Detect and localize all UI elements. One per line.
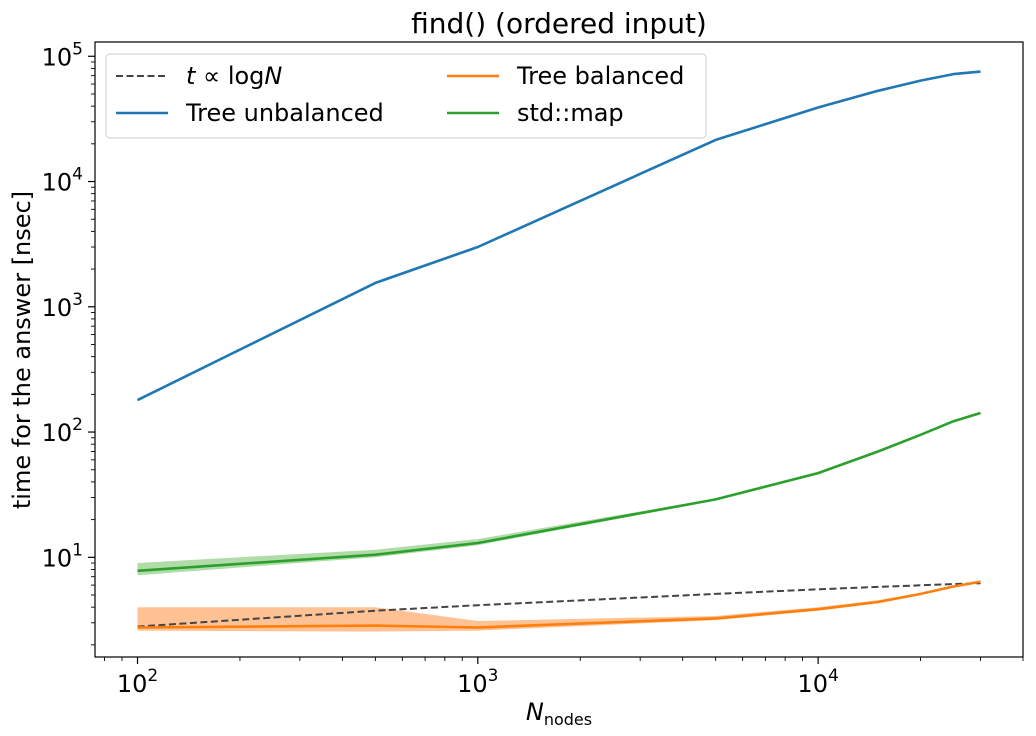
band-std-map: [137, 412, 981, 576]
series-line-tree-balanced: [137, 580, 981, 629]
y-tick-label: 101: [42, 540, 83, 572]
legend-box: [105, 53, 707, 139]
x-tick-label: 103: [457, 666, 498, 698]
y-tick-label: 104: [42, 165, 83, 197]
legend-label: Tree balanced: [516, 62, 684, 90]
y-tick-label: 102: [42, 415, 83, 447]
x-axis-label-sub: nodes: [544, 710, 592, 729]
band-tree-balanced: [137, 580, 981, 632]
chart-title: find() (ordered input): [411, 7, 707, 40]
plot-frame: [94, 41, 1024, 658]
series-lines: [136, 70, 981, 629]
series-line-std-map: [137, 411, 981, 573]
y-tick-label: 105: [42, 39, 83, 71]
y-axis-ticks: 101 102 103 104 105: [42, 39, 95, 646]
x-tick-label: 102: [117, 666, 158, 698]
legend-label: Tree unbalanced: [185, 99, 384, 127]
x-axis-label-main: N: [526, 698, 544, 726]
y-axis-label: time for the answer [nsec]: [8, 191, 36, 509]
x-axis-label: Nnodes: [526, 698, 592, 729]
legend-label: t ∝ logN: [186, 62, 282, 90]
legend-label: std::map: [517, 99, 624, 127]
confidence-bands: [137, 412, 981, 632]
legend: t ∝ logN Tree unbalanced Tree balanced std:…: [105, 53, 707, 139]
y-tick-label: 103: [42, 290, 83, 322]
series-line-tree-unbalanced: [136, 70, 981, 402]
x-tick-label: 104: [797, 666, 838, 698]
x-axis-ticks: 102 103 104: [104, 657, 1024, 698]
